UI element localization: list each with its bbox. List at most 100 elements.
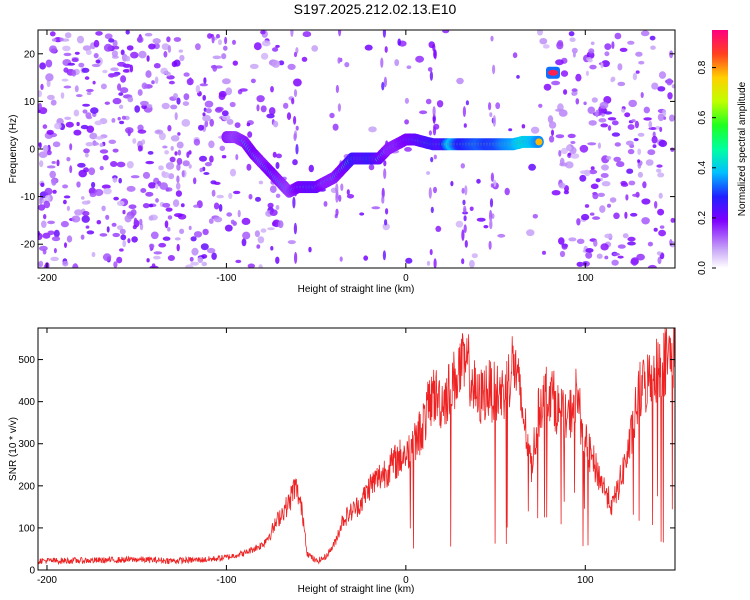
snr-x-tick-label: -200 <box>37 575 57 586</box>
spectrogram-noise-cell <box>193 231 203 238</box>
spectrogram-noise-cell <box>54 122 62 130</box>
spectrogram-noise-cell <box>601 60 610 68</box>
spectrogram-noise-cell <box>153 255 161 260</box>
spectrogram-noise-cell <box>111 118 116 123</box>
spectrogram-noise-cell <box>99 149 109 154</box>
spectrogram-noise-cell <box>258 180 264 185</box>
spectrogram-noise-cell <box>247 263 255 268</box>
spectrogram-noise-cell <box>52 141 61 148</box>
spectrogram-noise-cell <box>204 162 212 167</box>
spectrogram-noise-cell <box>235 154 239 161</box>
spectrogram-noise-cell <box>148 182 156 189</box>
spectrogram-noise-cell <box>103 43 113 52</box>
spectrogram-noise-cell <box>63 199 67 205</box>
spectrogram-noise-cell <box>292 159 298 166</box>
spectrogram-noise-cell <box>329 112 335 119</box>
spectrogram-noise-cell <box>101 205 106 212</box>
spectrogram-noise-cell <box>64 32 72 39</box>
spectrogram-noise-cell <box>634 120 640 129</box>
spectrogram-noise-cell <box>176 243 180 252</box>
spectrogram-noise-cell <box>174 112 178 121</box>
spectrogram-noise-cell <box>193 204 199 208</box>
spectrogram-noise-cell <box>95 59 101 64</box>
spectrogram-noise-cell <box>73 129 82 136</box>
spectrogram-streak-cell <box>293 133 297 141</box>
spectrogram-noise-cell <box>69 165 73 174</box>
spectrogram-noise-cell <box>224 224 233 232</box>
spectrogram-noise-cell <box>126 185 136 192</box>
spectrogram-noise-cell <box>226 212 233 217</box>
spectrogram-x-label: Height of straight line (km) <box>298 284 415 295</box>
spectrogram-noise-cell <box>542 44 550 49</box>
spectrogram-noise-cell <box>169 156 176 163</box>
spectrogram-x-tick-label: 100 <box>577 273 594 284</box>
spectrogram-noise-cell <box>566 144 572 152</box>
spectrogram-noise-cell <box>176 157 183 165</box>
spectrogram-noise-cell <box>40 83 44 90</box>
spectrogram-noise-cell <box>216 194 224 199</box>
spectrogram-noise-cell <box>653 227 658 232</box>
spectrogram-noise-cell <box>576 238 585 244</box>
spectrogram-noise-cell <box>635 51 643 57</box>
spectrogram-noise-cell <box>147 151 154 155</box>
spectrogram-noise-cell <box>657 208 665 216</box>
spectrogram-noise-cell <box>188 225 192 231</box>
spectrogram-noise-cell <box>160 67 168 75</box>
spectrogram-noise-cell <box>666 78 673 86</box>
spectrogram-noise-cell <box>76 94 83 98</box>
spectrogram-noise-cell <box>647 241 654 247</box>
spectrogram-noise-cell <box>579 144 589 153</box>
spectrogram-noise-cell <box>611 259 619 266</box>
spectrogram-noise-cell <box>188 164 192 169</box>
spectrogram-noise-cell <box>275 256 280 264</box>
spectrogram-noise-cell <box>127 96 134 103</box>
spectrogram-noise-cell <box>590 183 599 190</box>
spectrogram-streak-cell <box>292 196 296 209</box>
spectrogram-noise-cell <box>120 75 127 83</box>
spectrogram-noise-cell <box>558 182 566 189</box>
spectrogram-noise-cell <box>46 79 51 88</box>
spectrogram-noise-cell <box>620 182 629 187</box>
spectrogram-noise-cell <box>86 230 95 235</box>
spectrogram-noise-cell <box>433 186 437 194</box>
spectrogram-noise-cell <box>82 103 90 107</box>
spectrogram-noise-cell <box>556 41 564 50</box>
spectrogram-noise-cell <box>651 82 659 90</box>
spectrogram-noise-cell <box>483 225 489 229</box>
spectrogram-noise-cell <box>76 35 85 44</box>
spectrogram-noise-cell <box>128 204 137 209</box>
spectrogram-noise-cell <box>167 45 172 53</box>
snr-y-tick-label: 0 <box>29 566 35 577</box>
spectrogram-noise-cell <box>84 76 90 80</box>
spectrogram-noise-cell <box>96 220 102 225</box>
spectrogram-noise-cell <box>270 246 274 251</box>
spectrogram-noise-cell <box>212 64 218 72</box>
spectrogram-noise-cell <box>504 187 510 196</box>
spectrogram-noise-cell <box>203 172 210 175</box>
spectrogram-noise-cell <box>216 34 220 39</box>
spectrogram-noise-cell <box>242 231 251 240</box>
spectrogram-noise-cell <box>619 47 628 53</box>
spectrogram-streak-cell <box>384 46 388 53</box>
spectrogram-noise-cell <box>643 117 652 121</box>
spectrogram-noise-cell <box>647 264 657 268</box>
spectrogram-noise-cell <box>170 135 180 142</box>
spectrogram-noise-cell <box>627 241 636 246</box>
spectrogram-noise-cell <box>103 188 112 195</box>
spectrogram-noise-cell <box>60 92 65 99</box>
spectrogram-noise-cell <box>125 55 131 62</box>
spectrogram-streak-cell <box>290 30 294 37</box>
spectrogram-noise-cell <box>638 60 645 65</box>
spectrogram-noise-cell <box>52 189 57 194</box>
spectrogram-noise-cell <box>202 112 206 117</box>
spectrogram-noise-cell <box>260 52 269 60</box>
spectrogram-noise-cell <box>76 121 80 127</box>
spectrogram-noise-cell <box>599 101 609 109</box>
spectrogram-noise-cell <box>255 196 261 202</box>
spectrogram-noise-cell <box>202 228 209 236</box>
spectrogram-noise-cell <box>162 236 171 241</box>
spectrogram-noise-cell <box>43 214 47 220</box>
spectrogram-noise-cell <box>670 147 675 152</box>
spectrogram-noise-cell <box>651 135 658 144</box>
